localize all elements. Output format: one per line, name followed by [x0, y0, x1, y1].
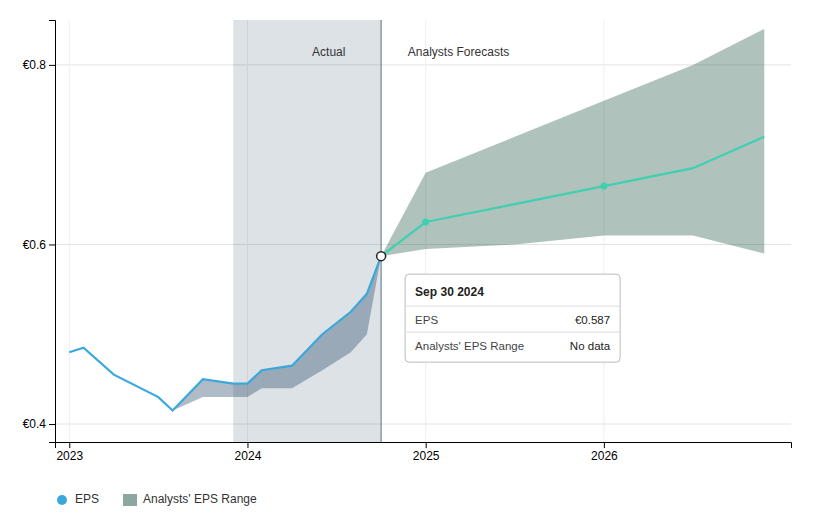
- tooltip-row-label: Analysts' EPS Range: [415, 340, 524, 352]
- y-tick-mark: [49, 65, 55, 66]
- y-tick-label: €0.4: [23, 417, 47, 431]
- x-tick-mark: [69, 442, 70, 448]
- tooltip-row-label: EPS: [415, 314, 438, 326]
- tooltip-row-value: No data: [570, 340, 611, 352]
- x-tick: 2025: [413, 442, 440, 463]
- x-tick-label: 2023: [56, 449, 83, 463]
- legend-swatch: [57, 495, 67, 505]
- tooltip-point: [377, 252, 386, 261]
- annotation: Analysts Forecasts: [408, 45, 509, 59]
- tooltip-separator: [405, 332, 620, 333]
- legend-item: Analysts' EPS Range: [123, 492, 257, 506]
- x-tick-label: 2024: [235, 449, 262, 463]
- x-tick-label: 2025: [413, 449, 440, 463]
- point: [600, 183, 607, 190]
- plot-marks: [69, 20, 764, 442]
- legend-swatch: [123, 494, 137, 506]
- divider-line: [381, 20, 382, 442]
- grid: [55, 20, 791, 442]
- x-tick-label: 2026: [591, 449, 618, 463]
- y-tick: €0.4: [23, 417, 55, 431]
- legend-item: EPS: [57, 492, 99, 506]
- x-tick-mark: [426, 442, 427, 448]
- y-grid-line: [55, 64, 791, 65]
- y-axis: €0.4 €0.6 €0.8: [23, 21, 56, 443]
- x-axis: 2023 2024 2025 2026: [56, 442, 792, 463]
- legend-label: Analysts' EPS Range: [143, 492, 257, 506]
- tooltip-row-value: €0.587: [575, 314, 610, 326]
- x-tick: 2023: [56, 442, 83, 463]
- x-axis-line: [56, 443, 792, 449]
- legend: EPS Analysts' EPS Range: [57, 492, 257, 506]
- y-tick-label: €0.8: [23, 58, 47, 72]
- x-grid-line: [69, 20, 70, 442]
- tooltip: Sep 30 2024 EPS €0.587 Analysts' EPS Range N…: [405, 274, 620, 362]
- y-tick-label: €0.6: [23, 238, 47, 252]
- y-tick-mark: [49, 424, 55, 425]
- band: [69, 256, 381, 410]
- y-tick-mark: [49, 244, 55, 245]
- annotations: Actual Analysts Forecasts: [312, 45, 509, 59]
- line: [381, 137, 764, 256]
- annotation: Actual: [312, 45, 345, 59]
- x-tick-mark: [604, 442, 605, 448]
- y-tick: €0.6: [23, 238, 55, 252]
- line: [69, 256, 381, 410]
- tooltip-title: Sep 30 2024: [415, 285, 484, 299]
- legend-label: EPS: [75, 492, 99, 506]
- y-tick: €0.8: [23, 58, 55, 72]
- x-tick-mark: [247, 442, 248, 448]
- y-axis-line: [49, 21, 56, 443]
- x-tick: 2026: [591, 442, 618, 463]
- y-grid-line: [55, 424, 791, 425]
- tooltip-separator: [405, 306, 620, 307]
- band: [381, 29, 764, 256]
- chart: 2023 2024 2025 2026 €0.4 €0.6 €0.8 Actual Analys…: [0, 0, 821, 520]
- x-tick: 2024: [235, 442, 262, 463]
- tooltip-box: [405, 274, 620, 362]
- point: [422, 218, 429, 225]
